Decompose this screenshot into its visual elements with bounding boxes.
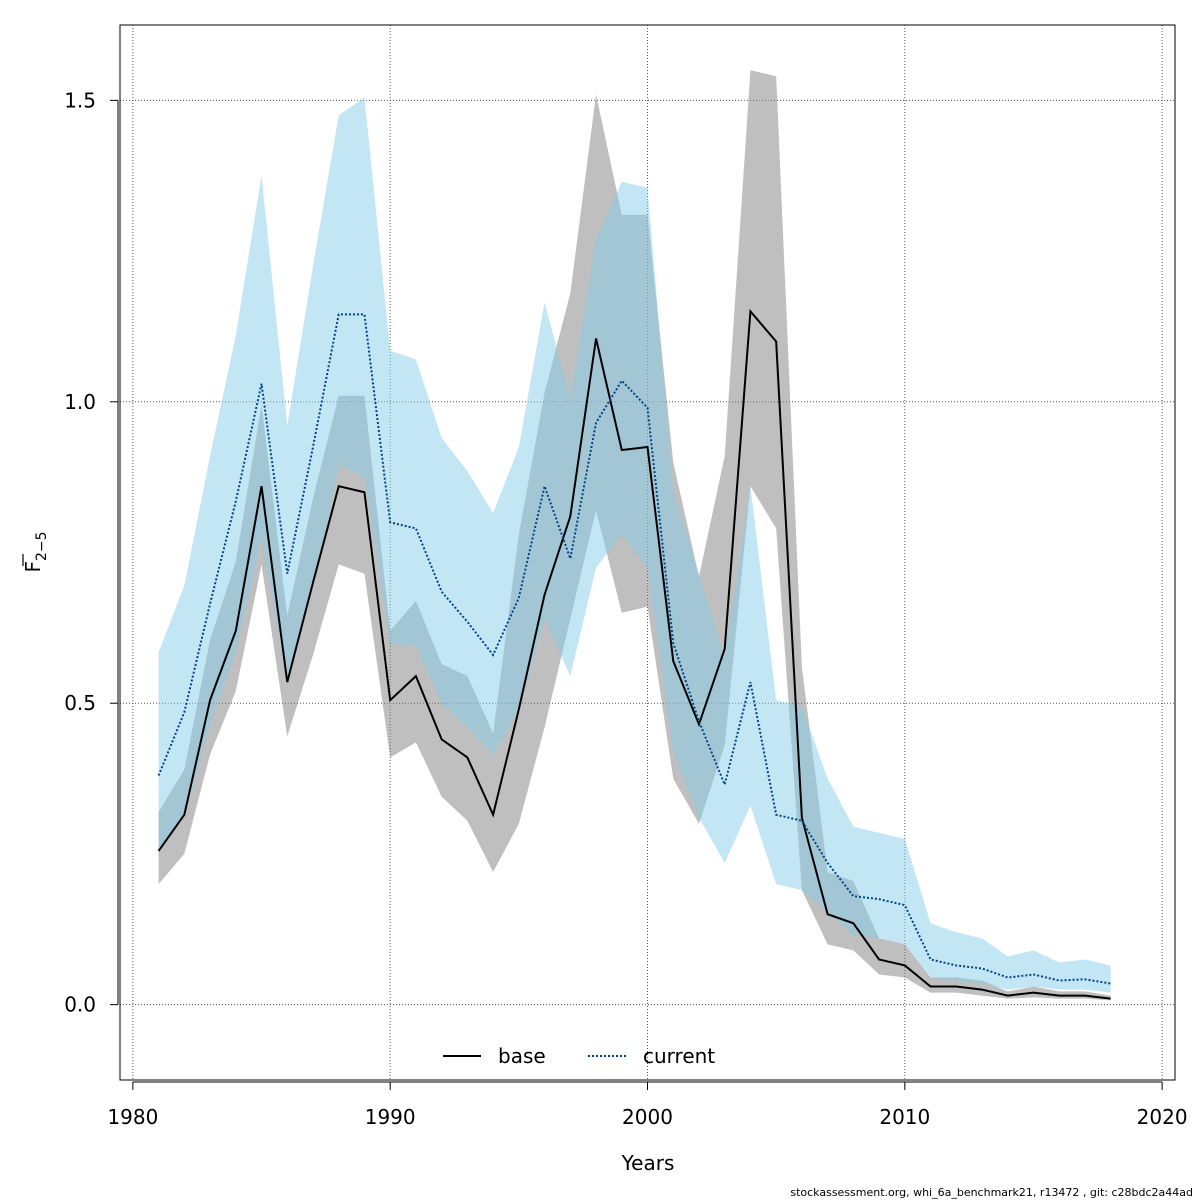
line-base — [157, 308, 1111, 1000]
y-tick-label: 0.0 — [64, 993, 96, 1017]
x-tick-label: 1980 — [107, 1105, 158, 1129]
series-lines — [157, 308, 1111, 1000]
x-axis-title: Years — [621, 1151, 675, 1175]
svg-text:F2−5: F2−5 — [21, 531, 50, 572]
band-current — [158, 97, 1111, 993]
x-tick-label: 2010 — [879, 1105, 930, 1129]
x-tick-label: 2020 — [1137, 1105, 1188, 1129]
y-axis-title-sub: 2−5 — [34, 531, 50, 561]
axes: 1980 1990 2000 2010 2020 0.0 0.5 1.0 1.5 — [64, 88, 1187, 1129]
line-current — [157, 313, 1111, 985]
x-tick-label: 1990 — [365, 1105, 416, 1129]
y-axis-title: F2−5 — [21, 531, 50, 572]
y-tick-label: 1.5 — [64, 88, 96, 112]
y-tick-label: 0.5 — [64, 691, 96, 715]
legend-label-current: current — [643, 1044, 715, 1068]
plot-box — [119, 24, 1176, 1081]
footer-text: stockassessment.org, whi_6a_benchmark21,… — [790, 1186, 1193, 1199]
x-tick-label: 2000 — [622, 1105, 673, 1129]
y-axis-title-main: F — [21, 561, 45, 573]
legend-label-base: base — [498, 1044, 546, 1068]
y-tick-label: 1.0 — [64, 390, 96, 414]
legend: base current — [443, 1044, 715, 1068]
confidence-bands — [158, 70, 1111, 1001]
